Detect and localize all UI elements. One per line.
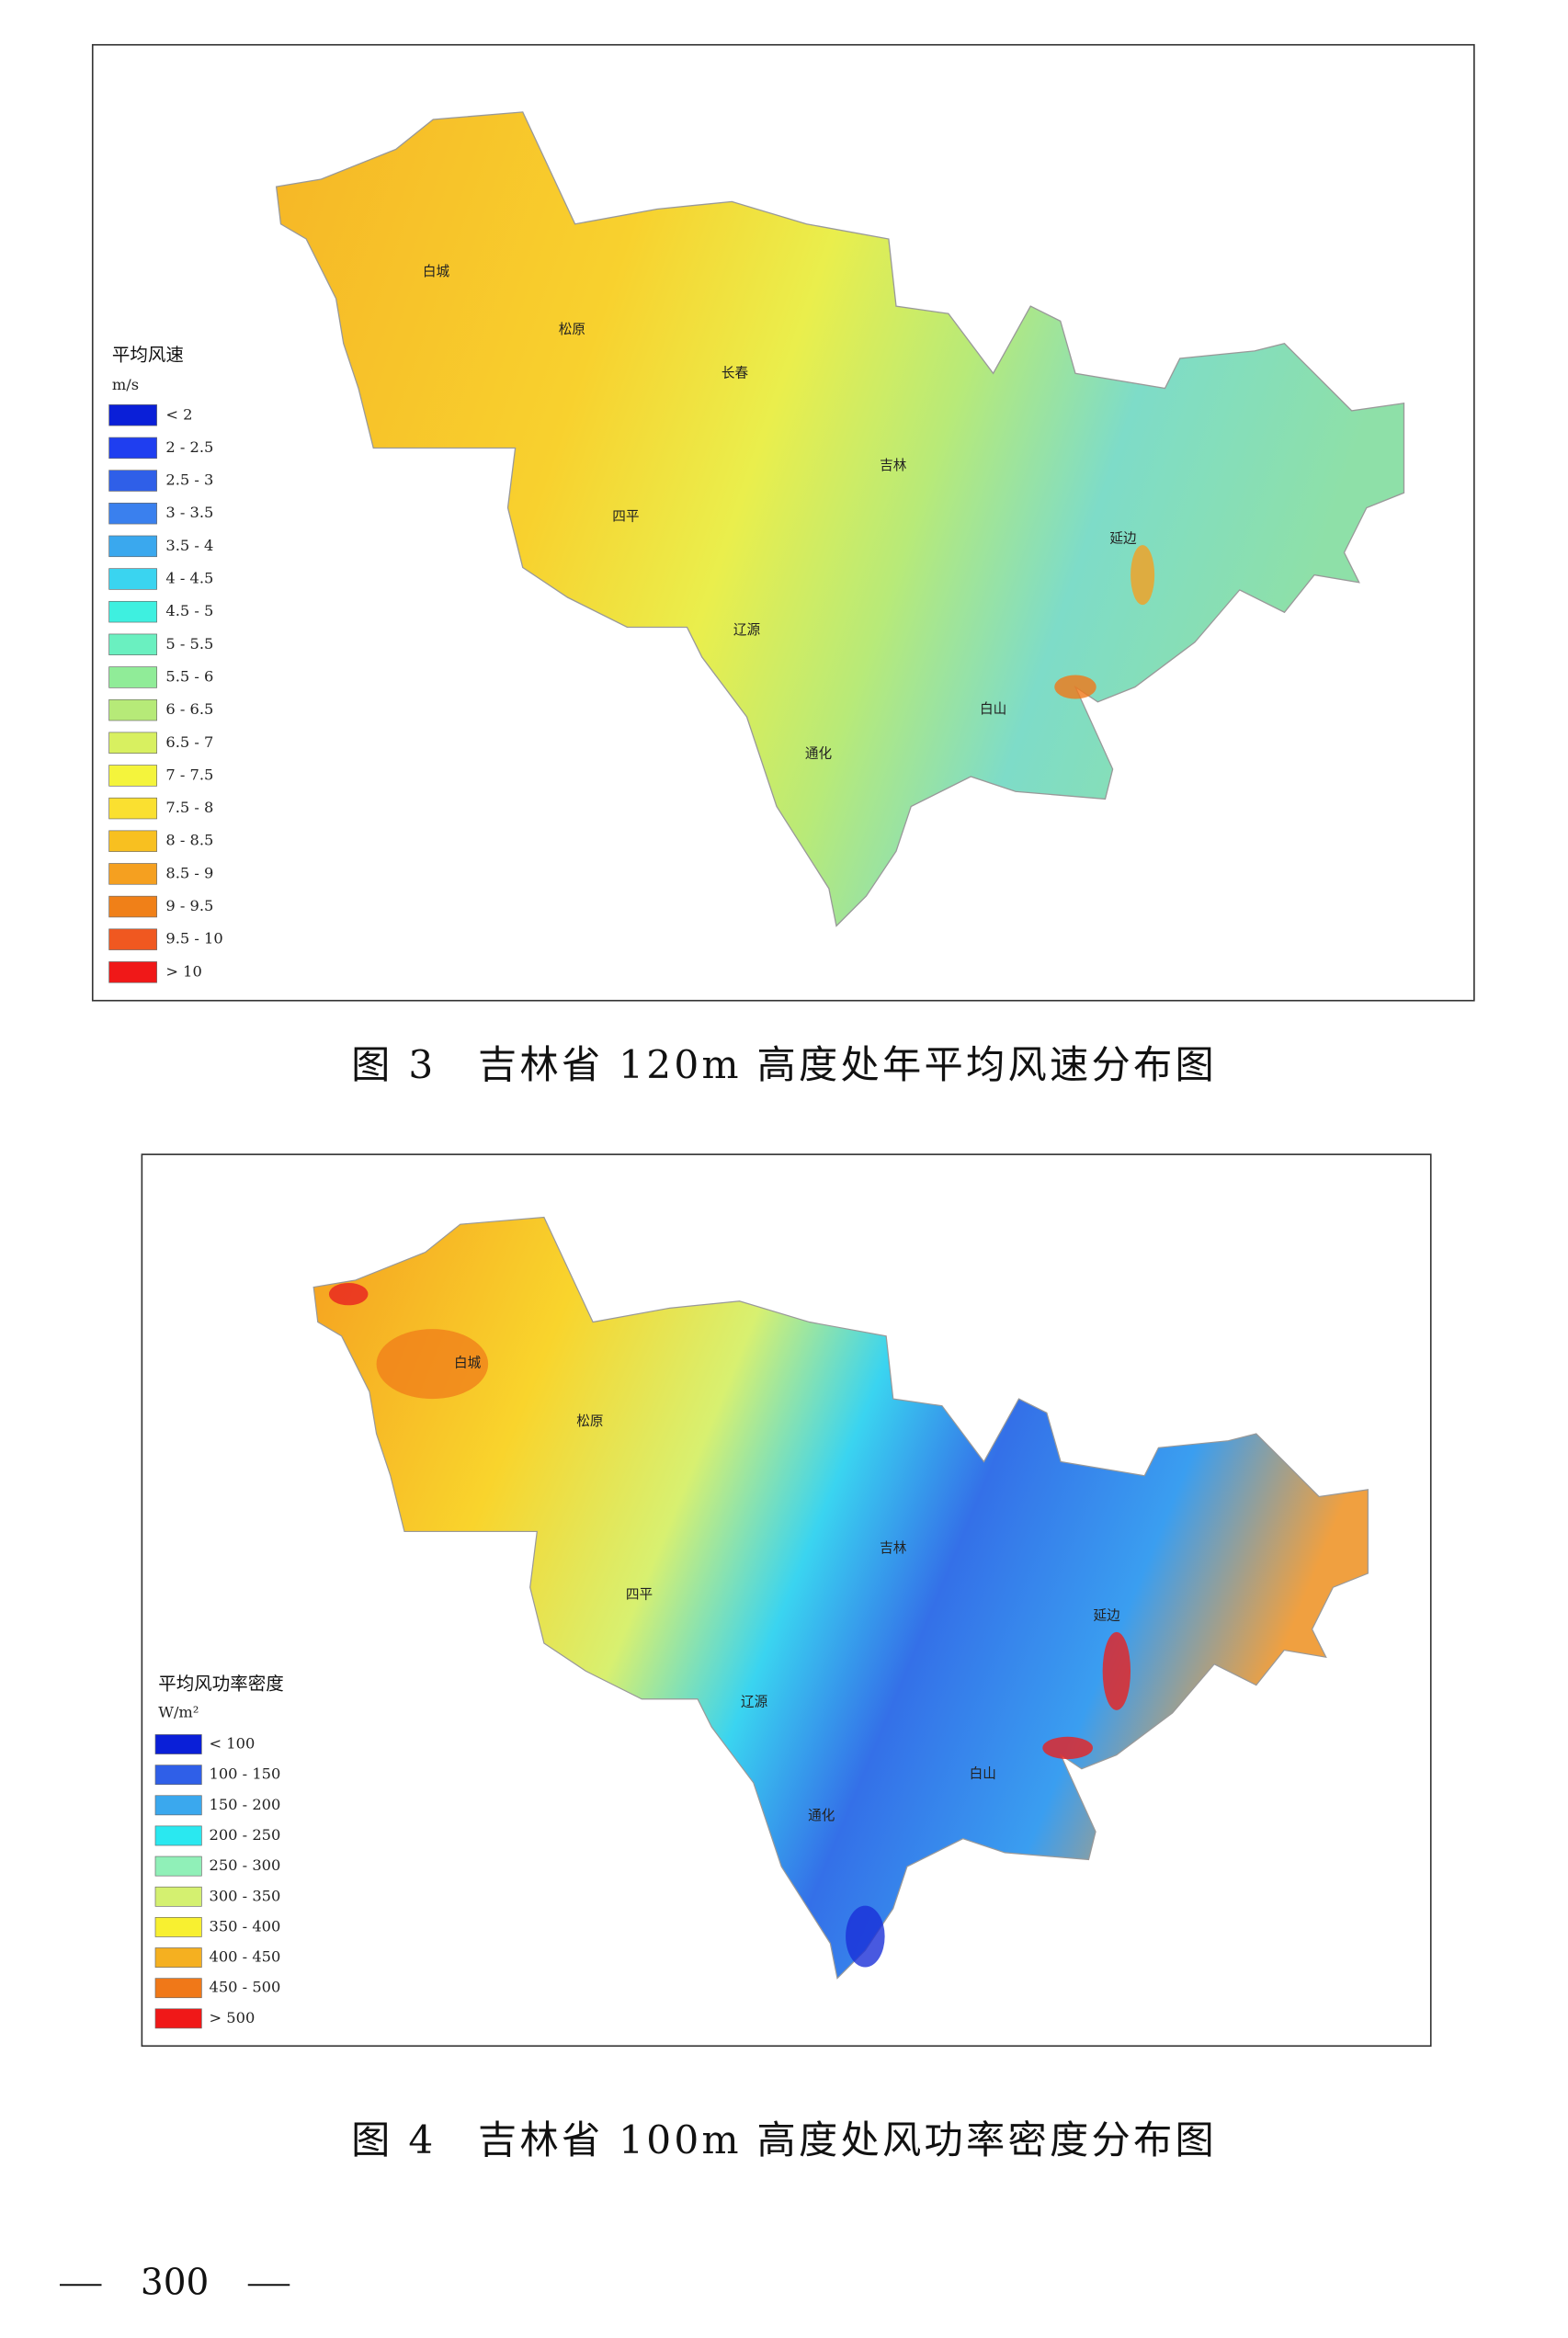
legend-title: 平均风功率密度 [158,1674,284,1695]
legend-label: 400 - 450 [210,1948,281,1966]
city-label: 白山 [970,1766,996,1782]
map-hotspot [1042,1736,1094,1760]
legend-label: 250 - 300 [210,1856,281,1874]
legend-label: > 10 [165,962,201,980]
legend-label: 8.5 - 9 [165,864,213,881]
legend-swatch [108,535,157,558]
legend-label: 7 - 7.5 [165,766,213,783]
figure-caption: 图 3 吉林省 120m 高度处年平均风速分布图 [351,1042,1217,1087]
city-label: 白城 [423,264,450,279]
legend-swatch [108,797,157,820]
legend-swatch [108,928,157,950]
city-label: 松原 [576,1413,603,1429]
legend-label: 6 - 6.5 [165,700,213,718]
legend-label: 300 - 350 [210,1887,281,1904]
city-label: 延边 [1094,1607,1121,1623]
legend-swatch [108,470,157,492]
legend-swatch [108,437,157,460]
map-hotspot [846,1905,885,1968]
legend-swatch [108,765,157,787]
legend-swatch [108,830,157,852]
legend-label: 3 - 3.5 [165,504,213,521]
legend-swatch [154,1886,202,1907]
legend-swatch [108,633,157,656]
map-hotspot [328,1282,369,1306]
legend-label: 2 - 2.5 [165,438,213,456]
legend-swatch [108,961,157,983]
city-label: 辽源 [741,1695,768,1710]
legend-swatch [154,1978,202,1999]
city-label: 通化 [805,746,833,762]
figure-caption: 图 4 吉林省 100m 高度处风功率密度分布图 [351,2117,1217,2162]
city-label: 延边 [1109,531,1137,547]
legend-swatch [154,1825,202,1846]
city-label: 吉林 [880,458,907,473]
legend-label: 150 - 200 [210,1796,281,1813]
legend-label: < 100 [210,1735,256,1753]
legend-swatch [108,503,157,525]
legend-swatch [154,1795,202,1816]
legend-swatch [108,863,157,885]
legend-swatch [108,732,157,754]
page-number: 300 [141,2262,209,2303]
legend-label: > 500 [210,2009,256,2026]
city-label: 四平 [626,1587,653,1603]
city-label: 辽源 [733,622,761,638]
legend-label: 4.5 - 5 [165,602,213,619]
map-hotspot [1131,545,1155,606]
legend-label: 5 - 5.5 [165,635,213,653]
legend-swatch [154,1734,202,1754]
map-hotspot [1102,1631,1131,1710]
legend-swatch [154,1765,202,1786]
city-label: 白城 [454,1356,482,1371]
legend-label: 450 - 500 [210,1979,281,1996]
legend-swatch [108,895,157,918]
legend-swatch [154,1947,202,1968]
legend-swatch [154,1917,202,1937]
legend-label: 200 - 250 [210,1826,281,1844]
map-hotspot [376,1329,489,1400]
city-label: 吉林 [880,1540,907,1556]
legend-swatch [108,698,157,721]
legend-swatch [108,600,157,623]
city-label: 四平 [612,508,639,524]
city-label: 松原 [559,322,585,337]
legend-swatch [108,568,157,590]
legend-label: 4 - 4.5 [165,570,213,587]
legend-swatch [154,2008,202,2029]
legend-label: 9.5 - 10 [165,930,222,948]
legend-label: 6.5 - 7 [165,733,213,751]
legend-swatch [108,404,157,426]
legend-label: 9 - 9.5 [165,897,213,914]
map-hotspot [1054,675,1096,699]
legend-label: < 2 [165,405,192,423]
city-label: 长春 [722,365,749,380]
legend-label: 5.5 - 6 [165,667,213,685]
legend-label: 3.5 - 4 [165,537,213,554]
legend-label: 8 - 8.5 [165,832,213,849]
legend-unit: m/s [112,376,139,393]
legend-label: 7.5 - 8 [165,799,213,816]
legend-swatch [154,1856,202,1877]
city-label: 通化 [808,1808,835,1823]
legends: < 2 2 - 2.5 2.5 - 3 3 - 3.5 3.5 - 4 4 - 4.5 4.… [108,404,281,2029]
city-label: 白山 [980,701,1006,717]
legend-label: 2.5 - 3 [165,471,213,489]
legend-label: 350 - 400 [210,1917,281,1935]
legend-label: 100 - 150 [210,1765,281,1783]
legend-swatch [108,666,157,688]
legend-title: 平均风速 [112,344,184,365]
legend-unit: W/m² [158,1703,199,1720]
